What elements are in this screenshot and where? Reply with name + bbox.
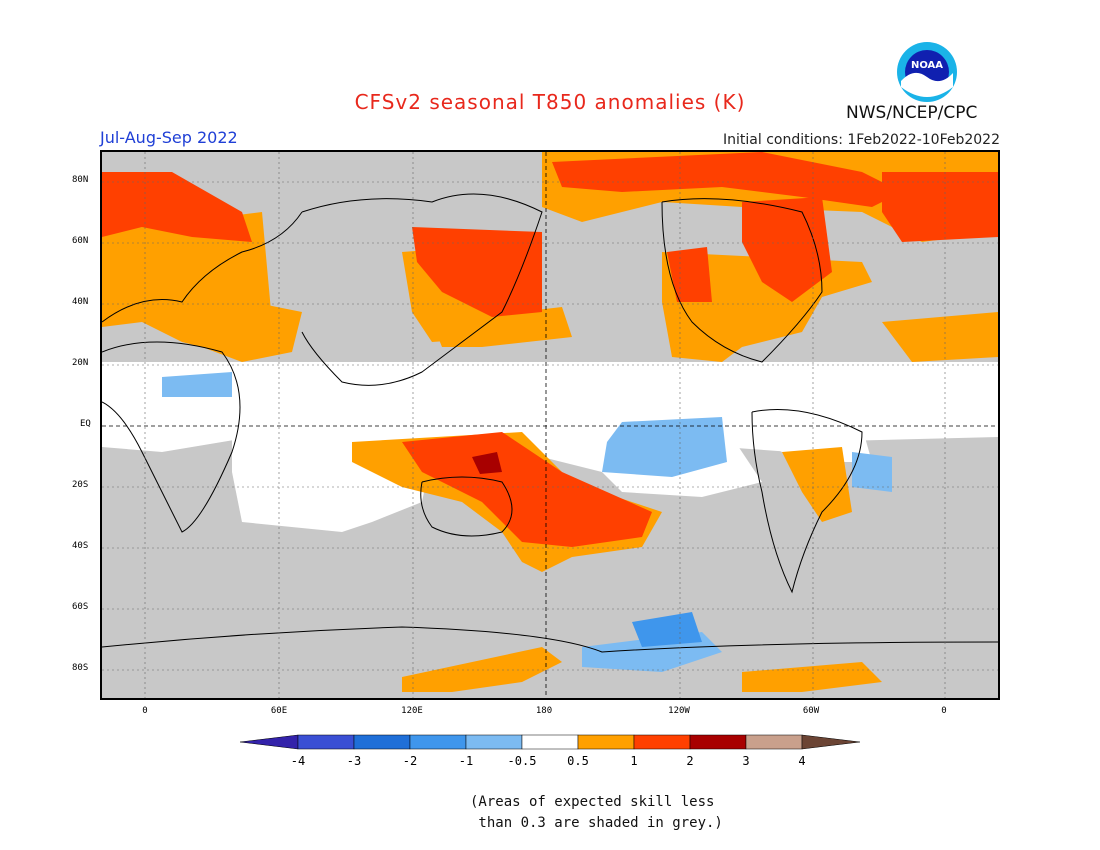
lat-label-40n: 40N bbox=[72, 297, 89, 307]
lon-gridlines bbox=[144, 152, 946, 698]
logo-text: NOAA bbox=[911, 60, 943, 71]
colorbar-segment bbox=[465, 734, 523, 750]
lon-label-120w: 120W bbox=[668, 706, 690, 716]
lat-label-eq: EQ bbox=[80, 419, 91, 429]
colorbar-tick-label: 2 bbox=[686, 754, 694, 768]
noaa-logo: NOAA bbox=[897, 42, 957, 102]
colorbar-segment bbox=[297, 734, 355, 750]
coast-europe bbox=[102, 211, 303, 323]
warm-anomaly-canada bbox=[742, 197, 832, 302]
warm-anomaly-arctic-strong bbox=[552, 152, 902, 207]
warm-anomaly-south-america bbox=[782, 447, 852, 522]
map-canvas bbox=[102, 152, 998, 698]
colorbar-tick-label: -4 bbox=[290, 754, 306, 768]
lat-label-80n: 80N bbox=[72, 175, 89, 185]
colorbar-segment bbox=[409, 734, 467, 750]
colorbar-segment-min bbox=[240, 734, 299, 750]
colorbar-tick-label: 1 bbox=[630, 754, 638, 768]
warm-anomaly-greenland bbox=[882, 172, 998, 242]
lon-label-60w: 60W bbox=[802, 706, 820, 716]
warm-anomaly-east-asia-strong bbox=[412, 227, 542, 317]
lat-label-80s: 80S bbox=[72, 663, 89, 673]
lat-label-20n: 20N bbox=[72, 358, 89, 368]
colorbar-segment bbox=[577, 734, 635, 750]
season-label: Jul-Aug-Sep 2022 bbox=[100, 128, 238, 147]
cool-anomaly-africa bbox=[162, 372, 232, 397]
colorbar-segment bbox=[521, 734, 579, 750]
warm-anomaly-europe-strong bbox=[102, 172, 252, 242]
lon-label-60e: 60E bbox=[270, 706, 288, 716]
colorbar-segment bbox=[745, 734, 803, 750]
colorbar bbox=[240, 734, 861, 750]
warm-anomaly-nw-pacific bbox=[432, 307, 572, 347]
warm-anomaly-med bbox=[202, 292, 302, 362]
anomaly-map bbox=[100, 150, 1000, 700]
coast-asia bbox=[301, 193, 543, 386]
coast-north-america bbox=[661, 198, 823, 363]
lon-label-0-east: 0 bbox=[941, 706, 947, 716]
colorbar-segment bbox=[633, 734, 691, 750]
coast-australia bbox=[420, 476, 513, 537]
warm-anomaly-west-us bbox=[667, 247, 712, 302]
colorbar-tick-label: 0.5 bbox=[567, 754, 589, 768]
skill-note: (Areas of expected skill less than 0.3 a… bbox=[470, 794, 723, 831]
colorbar-tick-label: -0.5 bbox=[507, 754, 537, 768]
agency-label: NWS/NCEP/CPC bbox=[846, 103, 978, 123]
colorbar-tick-label: 3 bbox=[742, 754, 750, 768]
lat-label-60n: 60N bbox=[72, 236, 89, 246]
colorbar-tick-label: -1 bbox=[458, 754, 474, 768]
cool-anomaly-east-pacific bbox=[602, 417, 727, 477]
coast-south-america bbox=[751, 409, 863, 594]
cool-anomaly-south-atlantic bbox=[852, 452, 892, 492]
coast-antarctica bbox=[102, 626, 998, 653]
lon-label-120e: 120E bbox=[401, 706, 423, 716]
cool-anomaly-southern-ocean-strong bbox=[632, 612, 702, 647]
warm-anomaly-north-atlantic bbox=[882, 312, 998, 362]
lat-label-20s: 20S bbox=[72, 480, 89, 490]
lat-label-60s: 60S bbox=[72, 602, 89, 612]
warm-anomaly-antarctica-east bbox=[742, 662, 882, 692]
coast-africa bbox=[102, 341, 241, 533]
colorbar-segment-max bbox=[801, 734, 861, 750]
warm-anomaly-new-guinea-peak bbox=[472, 452, 502, 474]
warm-anomaly-antarctica bbox=[402, 647, 562, 692]
colorbar-segment bbox=[689, 734, 747, 750]
lat-label-40s: 40S bbox=[72, 541, 89, 551]
lon-label-0: 0 bbox=[142, 706, 148, 716]
colorbar-tick-label: -3 bbox=[346, 754, 362, 768]
coastlines bbox=[102, 193, 998, 653]
colorbar-segment bbox=[353, 734, 411, 750]
colorbar-tick-label: -2 bbox=[402, 754, 418, 768]
lat-gridlines bbox=[102, 181, 998, 671]
initial-conditions: Initial conditions: 1Feb2022-10Feb2022 bbox=[723, 132, 1000, 148]
colorbar-tick-label: 4 bbox=[798, 754, 806, 768]
chart-title: CFSv2 seasonal T850 anomalies (K) bbox=[354, 90, 746, 114]
warm-anomaly-australia-strong bbox=[402, 432, 652, 547]
lon-label-180: 180 bbox=[535, 706, 553, 716]
